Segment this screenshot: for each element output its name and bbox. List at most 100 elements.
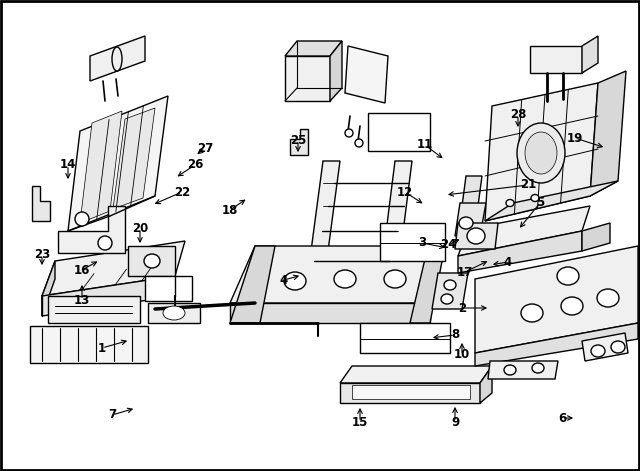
Ellipse shape xyxy=(504,365,516,375)
Polygon shape xyxy=(285,41,342,56)
Polygon shape xyxy=(330,41,342,101)
Ellipse shape xyxy=(355,139,363,147)
Text: 28: 28 xyxy=(510,108,526,122)
Polygon shape xyxy=(285,56,330,101)
Text: 2: 2 xyxy=(458,301,466,315)
Text: 10: 10 xyxy=(454,349,470,362)
Polygon shape xyxy=(368,113,430,151)
Text: 14: 14 xyxy=(60,159,76,171)
Text: 4: 4 xyxy=(504,255,512,268)
Ellipse shape xyxy=(98,236,112,250)
Ellipse shape xyxy=(75,212,89,226)
Ellipse shape xyxy=(112,47,122,71)
Polygon shape xyxy=(360,323,450,353)
Polygon shape xyxy=(455,223,498,249)
Text: 25: 25 xyxy=(290,133,306,146)
Text: 7: 7 xyxy=(108,408,116,422)
Text: 21: 21 xyxy=(520,179,536,192)
Polygon shape xyxy=(145,276,192,301)
Text: 12: 12 xyxy=(397,186,413,198)
Polygon shape xyxy=(485,181,618,221)
Ellipse shape xyxy=(611,341,625,353)
Ellipse shape xyxy=(345,129,353,137)
Ellipse shape xyxy=(517,123,565,183)
Text: 23: 23 xyxy=(34,249,50,261)
Text: 5: 5 xyxy=(536,196,544,210)
Polygon shape xyxy=(340,383,480,403)
Polygon shape xyxy=(80,111,122,223)
Text: 3: 3 xyxy=(418,236,426,250)
Polygon shape xyxy=(488,361,558,379)
Text: 6: 6 xyxy=(558,412,566,424)
Polygon shape xyxy=(68,96,168,231)
Text: 24: 24 xyxy=(440,238,456,252)
Polygon shape xyxy=(462,176,482,206)
Polygon shape xyxy=(582,333,628,361)
Ellipse shape xyxy=(521,304,543,322)
Polygon shape xyxy=(42,241,185,296)
Text: 16: 16 xyxy=(74,263,90,276)
Ellipse shape xyxy=(561,297,583,315)
Text: 22: 22 xyxy=(174,186,190,198)
Polygon shape xyxy=(380,223,445,261)
Text: 13: 13 xyxy=(74,293,90,307)
Text: 27: 27 xyxy=(197,141,213,154)
Polygon shape xyxy=(230,246,275,323)
Ellipse shape xyxy=(506,200,514,206)
Text: 11: 11 xyxy=(417,138,433,152)
Polygon shape xyxy=(30,326,148,363)
Text: 18: 18 xyxy=(222,203,238,217)
Text: 20: 20 xyxy=(132,221,148,235)
Polygon shape xyxy=(128,246,175,276)
Polygon shape xyxy=(345,46,388,103)
Polygon shape xyxy=(458,206,590,256)
Polygon shape xyxy=(530,46,582,73)
Ellipse shape xyxy=(557,267,579,285)
Polygon shape xyxy=(90,36,145,81)
Ellipse shape xyxy=(459,217,473,229)
Polygon shape xyxy=(480,366,492,403)
Polygon shape xyxy=(32,186,50,221)
Ellipse shape xyxy=(532,363,544,373)
Polygon shape xyxy=(42,276,175,316)
Polygon shape xyxy=(455,203,486,236)
Ellipse shape xyxy=(163,306,185,320)
Ellipse shape xyxy=(384,270,406,288)
Text: 26: 26 xyxy=(187,159,203,171)
Ellipse shape xyxy=(531,195,539,202)
Ellipse shape xyxy=(444,280,456,290)
Polygon shape xyxy=(42,261,55,316)
Polygon shape xyxy=(352,385,470,399)
Polygon shape xyxy=(148,303,200,323)
Polygon shape xyxy=(475,323,638,366)
Ellipse shape xyxy=(144,254,160,268)
Polygon shape xyxy=(475,246,638,353)
Text: 8: 8 xyxy=(451,328,459,341)
Ellipse shape xyxy=(467,228,485,244)
Polygon shape xyxy=(290,129,308,155)
Text: 15: 15 xyxy=(352,415,368,429)
Polygon shape xyxy=(590,71,626,196)
Text: 17: 17 xyxy=(457,266,473,278)
Polygon shape xyxy=(230,303,430,323)
Polygon shape xyxy=(458,231,582,273)
Polygon shape xyxy=(378,161,412,296)
Polygon shape xyxy=(485,83,598,221)
Ellipse shape xyxy=(441,294,453,304)
Polygon shape xyxy=(432,273,468,309)
Polygon shape xyxy=(340,366,492,383)
Polygon shape xyxy=(582,36,598,73)
Polygon shape xyxy=(113,108,155,209)
Text: 4: 4 xyxy=(280,274,288,286)
Polygon shape xyxy=(305,161,340,296)
Polygon shape xyxy=(58,206,125,253)
Ellipse shape xyxy=(284,272,306,290)
Polygon shape xyxy=(230,246,445,303)
Ellipse shape xyxy=(597,289,619,307)
Ellipse shape xyxy=(591,345,605,357)
Polygon shape xyxy=(582,223,610,251)
Ellipse shape xyxy=(525,132,557,174)
Text: 9: 9 xyxy=(451,415,459,429)
Polygon shape xyxy=(48,296,140,323)
Ellipse shape xyxy=(334,270,356,288)
